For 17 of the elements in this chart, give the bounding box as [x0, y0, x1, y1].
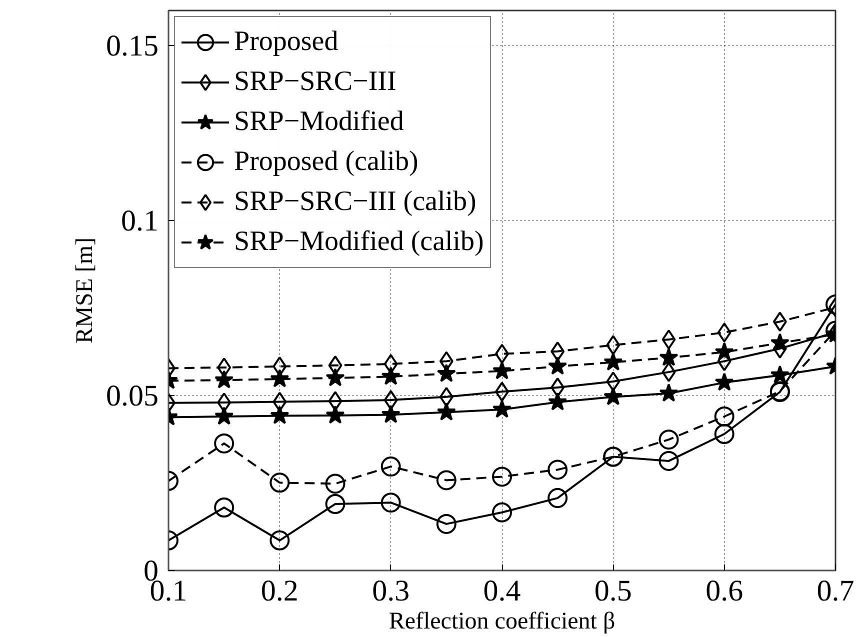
- x-tick-label: 0.5: [594, 574, 632, 608]
- x-axis-title: Reflection coefficient β: [388, 608, 616, 634]
- legend-label: Proposed (calib): [234, 145, 418, 179]
- legend-label: SRP−Modified: [234, 105, 404, 139]
- y-axis-title: RMSE [m]: [72, 237, 98, 344]
- x-tick-label: 0.2: [260, 574, 298, 608]
- legend-label: SRP−SRC−III (calib): [234, 185, 476, 219]
- y-tick-label: 0.1: [121, 204, 158, 238]
- legend-label: SRP−SRC−III: [234, 65, 396, 99]
- x-tick-label: 0.4: [483, 574, 521, 608]
- x-tick-label: 0.3: [372, 574, 410, 608]
- x-tick-label: 0.7: [816, 574, 854, 608]
- y-tick-label: 0.05: [106, 380, 158, 412]
- y-tick-label: 0.15: [106, 30, 158, 62]
- x-tick-label: 0.6: [706, 574, 744, 608]
- legend-label: SRP−Modified (calib): [234, 225, 484, 259]
- legend-label: Proposed: [234, 25, 338, 59]
